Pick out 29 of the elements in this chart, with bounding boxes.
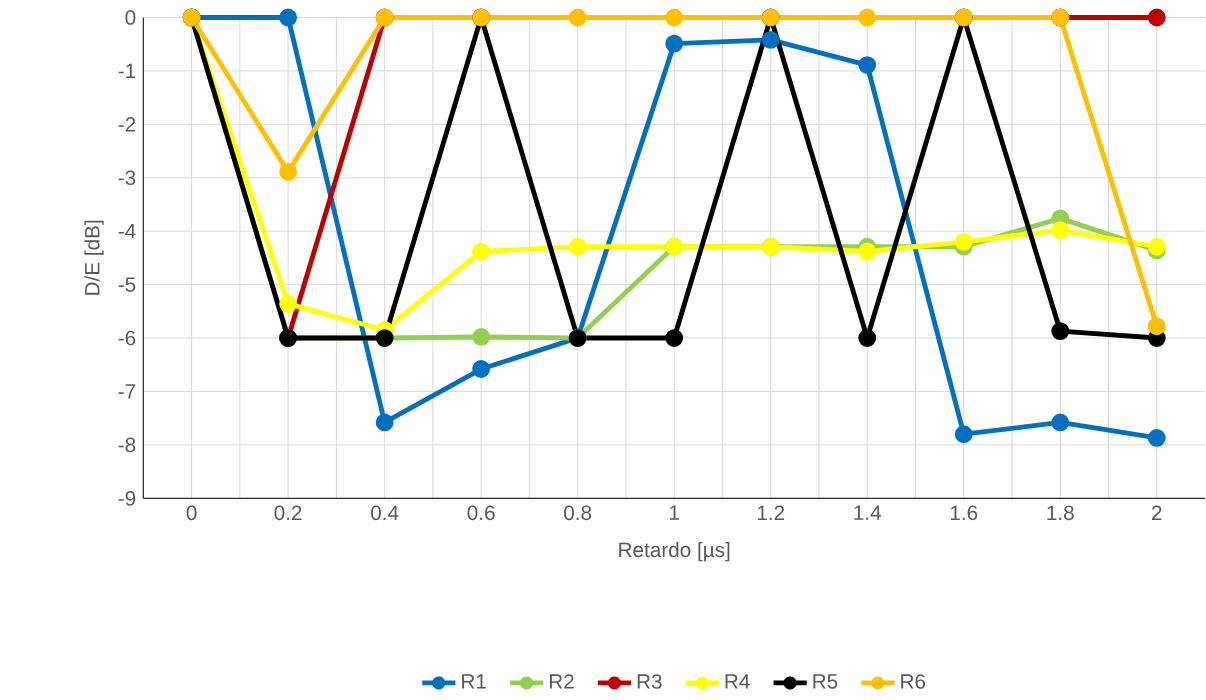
x-tick-label: 1.6 — [950, 505, 978, 520]
x-tick-label: 0 — [186, 505, 197, 520]
y-tick-label: -2 — [118, 116, 136, 132]
x-tick-label: 1 — [670, 505, 679, 520]
x-tick-label: 1.4 — [854, 505, 882, 520]
y-tick-label: -7 — [118, 384, 136, 399]
legend-label: R3 — [637, 673, 662, 689]
y-axis-title: D/E [dB] — [84, 220, 104, 295]
legend-label: R2 — [549, 673, 574, 689]
x-tick-label: 1.2 — [757, 505, 785, 520]
x-tick-label: 0.4 — [371, 505, 399, 520]
x-tick-label: 0.8 — [564, 505, 592, 520]
x-axis-title: Retardo [µs] — [619, 541, 730, 562]
y-tick-label: -1 — [118, 63, 136, 78]
y-tick-label: -3 — [118, 170, 136, 185]
y-tick-label: -8 — [118, 437, 136, 453]
y-tick-label: 0 — [125, 9, 136, 25]
y-tick-label: -6 — [118, 330, 136, 346]
legend-label: R1 — [462, 674, 486, 689]
x-tick-label: 1.8 — [1047, 505, 1074, 520]
legend-label: R6 — [901, 673, 926, 689]
y-tick-label: -9 — [118, 490, 136, 506]
y-tick-label: -4 — [118, 223, 136, 239]
x-tick-label: 2 — [1152, 505, 1162, 520]
legend-label: R4 — [725, 674, 750, 689]
y-tick-label: -5 — [118, 277, 136, 292]
x-tick-label: 0.2 — [274, 505, 302, 520]
legend-label: R5 — [813, 674, 838, 689]
x-tick-label: 0.6 — [467, 505, 495, 520]
